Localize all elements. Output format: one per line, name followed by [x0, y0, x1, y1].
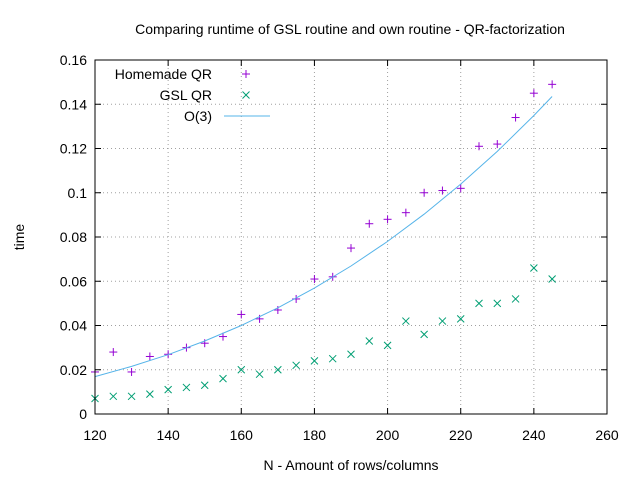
y-tick-label: 0.02: [60, 362, 87, 378]
y-tick-label: 0.12: [60, 141, 87, 157]
data-point-cross: [182, 383, 191, 392]
chart-title: Comparing runtime of GSL routine and own…: [135, 21, 565, 37]
x-tick-label: 240: [522, 427, 546, 443]
data-point-cross: [328, 354, 337, 363]
legend-marker-plus: [242, 70, 250, 78]
data-point-cross: [383, 341, 392, 350]
x-tick-label: 260: [595, 427, 619, 443]
data-point-cross: [511, 295, 520, 303]
legend-label: O(3): [184, 108, 212, 124]
data-point-cross: [255, 370, 264, 379]
y-tick-label: 0.06: [60, 273, 87, 289]
legend-item-3: O(3): [184, 108, 270, 124]
data-point-plus: [200, 339, 209, 348]
plot-series: [91, 80, 557, 403]
series-1: [91, 80, 557, 376]
data-point-cross: [456, 315, 465, 323]
x-tick-label: 140: [156, 427, 180, 443]
legend-item-1: Homemade QR: [115, 66, 250, 82]
data-point-plus: [273, 306, 282, 315]
data-point-cross: [420, 330, 428, 339]
data-point-plus: [255, 314, 264, 323]
data-point-cross: [109, 392, 118, 401]
data-point-plus: [493, 140, 502, 149]
x-axis-label: N - Amount of rows/columns: [263, 457, 438, 473]
x-tick-label: 120: [83, 427, 107, 443]
data-point-plus: [438, 186, 447, 195]
data-point-cross: [438, 317, 447, 325]
data-point-cross: [493, 299, 502, 308]
y-tick-label: 0.04: [60, 318, 87, 334]
legend-label: GSL QR: [160, 87, 212, 103]
data-point-plus: [127, 367, 136, 376]
grid: [95, 60, 607, 414]
x-tick-label: 160: [230, 427, 254, 443]
data-point-cross: [402, 317, 410, 325]
y-tick-label: 0: [79, 406, 87, 422]
data-point-plus: [109, 348, 118, 357]
legend-label: Homemade QR: [115, 66, 212, 82]
data-point-plus: [383, 215, 392, 224]
data-point-cross: [310, 357, 319, 365]
legend-marker-cross: [242, 91, 250, 99]
x-tick-label: 180: [303, 427, 327, 443]
data-point-plus: [310, 275, 319, 284]
data-point-cross: [292, 361, 300, 370]
data-point-cross: [347, 350, 355, 359]
data-point-plus: [456, 184, 465, 193]
data-point-cross: [200, 381, 209, 390]
data-point-plus: [237, 310, 246, 319]
data-point-cross: [164, 385, 172, 394]
y-tick-label: 0.1: [68, 185, 88, 201]
x-tick-label: 220: [449, 427, 473, 443]
data-point-plus: [347, 244, 355, 253]
data-point-plus: [145, 352, 154, 361]
data-point-plus: [420, 188, 429, 197]
data-point-cross: [219, 374, 227, 383]
data-point-plus: [401, 208, 410, 217]
legend: Homemade QR GSL QR O(3): [115, 66, 270, 124]
y-tick-label: 0.16: [60, 52, 87, 68]
series-3: [94, 96, 553, 378]
data-point-cross: [548, 275, 556, 283]
data-point-cross: [237, 365, 246, 374]
data-point-cross: [365, 337, 374, 345]
x-tick-label: 200: [376, 427, 400, 443]
y-tick-label: 0.14: [60, 96, 87, 112]
data-point-plus: [475, 142, 483, 151]
data-point-plus: [219, 332, 227, 341]
y-tick-label: 0.08: [60, 229, 87, 245]
data-point-cross: [274, 365, 282, 374]
data-point-cross: [127, 392, 136, 401]
data-point-plus: [511, 113, 520, 122]
legend-item-2: GSL QR: [160, 87, 250, 103]
data-point-cross: [146, 390, 154, 398]
data-point-cross: [530, 264, 538, 272]
axis-ticks: 0 0.02 0.04 0.06 0.08 0.1 0.12 0.14 0.16 120 140 16…: [60, 52, 619, 443]
data-point-plus: [365, 219, 374, 228]
data-point-cross: [475, 299, 483, 308]
data-point-plus: [548, 80, 557, 89]
series-2: [91, 264, 556, 403]
y-axis-label: time: [11, 224, 27, 251]
data-point-plus: [529, 89, 538, 98]
fit-line: [94, 96, 553, 378]
